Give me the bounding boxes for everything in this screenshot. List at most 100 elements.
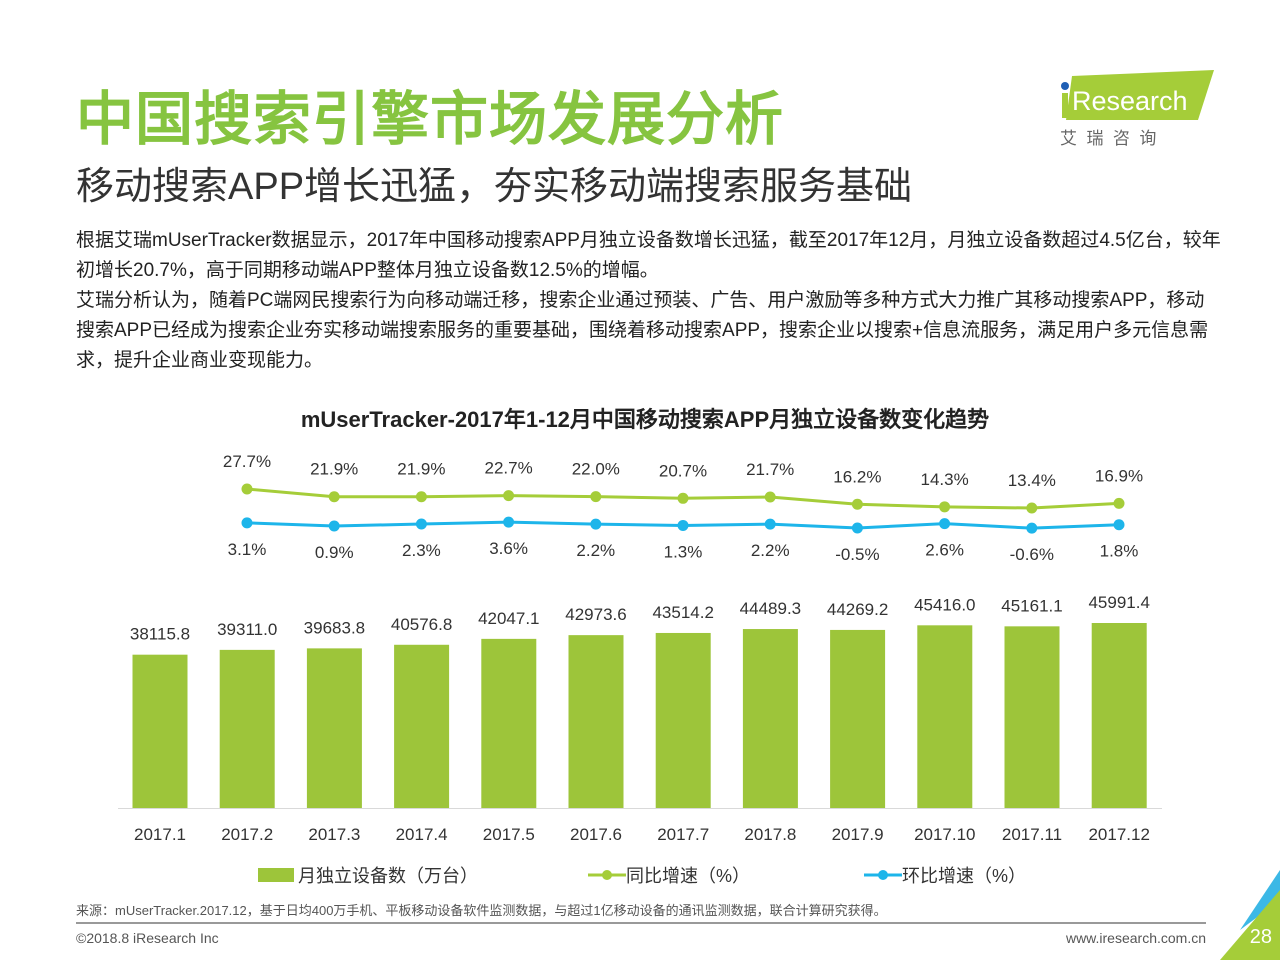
x-tick-label: 2017.11 [1002,825,1062,844]
data-point [1113,519,1125,531]
iresearch-logo: Research 艾 瑞 咨 询 [1058,68,1218,158]
x-tick-label: 2017.3 [308,825,360,844]
bar [219,649,275,808]
data-point [851,522,863,534]
data-label: 16.2% [833,467,881,486]
website-link[interactable]: www.iresearch.com.cn [1065,930,1206,946]
data-label: 27.7% [223,452,271,471]
bar-value-label: 40576.8 [391,615,452,634]
data-point [764,518,776,530]
page-number: 28 [1249,926,1272,948]
legend-label: 环比增速（%） [902,866,1027,886]
data-label: 2.2% [576,541,615,560]
copyright: ©2018.8 iResearch Inc [76,930,219,946]
x-tick-label: 2017.2 [221,825,273,844]
data-point [939,518,951,530]
data-label: 21.7% [746,460,794,479]
x-tick-label: 2017.5 [483,825,535,844]
legend-bar-swatch [258,868,294,882]
logo-cn-text: 艾 瑞 咨 询 [1060,129,1157,148]
data-label: 20.7% [659,461,707,480]
data-point [851,498,863,510]
data-label: 3.1% [228,540,267,559]
data-label: 1.8% [1100,542,1139,561]
chart-title: mUserTracker-2017年1-12月中国移动搜索APP月独立设备数变化… [300,407,990,432]
legend-item-yoy: 同比增速（%） [588,862,750,888]
bar-value-label: 44269.2 [827,600,888,619]
bar-value-label: 45416.0 [914,595,975,614]
bar-value-label: 39311.0 [217,620,277,639]
legend-label: 月独立设备数（万台） [298,866,478,886]
data-point [590,518,602,530]
bar-value-label: 42047.1 [478,609,539,628]
bar [132,654,188,808]
bar [306,648,362,808]
bar [742,629,798,808]
x-tick-label: 2017.9 [832,825,884,844]
x-tick-label: 2017.7 [657,825,709,844]
x-tick-label: 2017.1 [134,825,186,844]
x-tick-label: 2017.8 [744,825,796,844]
data-label: 13.4% [1008,471,1056,490]
legend-line-swatch [588,870,626,880]
data-label: 2.3% [402,541,441,560]
bar [481,638,537,808]
bar [1091,623,1147,808]
paragraph: 艾瑞分析认为，随着PC端网民搜索行为向移动端迁移，搜索企业通过预装、广告、用户激… [76,290,1209,371]
bar [568,635,624,808]
data-point [328,520,340,532]
bar-value-label: 45161.1 [1001,596,1062,615]
data-point [415,491,427,503]
source-note: 来源：mUserTracker.2017.12，基于日均400万手机、平板移动设… [76,903,887,918]
data-point [241,483,253,495]
data-point [415,518,427,530]
x-tick-label: 2017.12 [1088,825,1149,844]
bar [394,644,450,808]
data-label: -0.5% [835,545,879,564]
data-point [677,519,689,531]
legend-label: 同比增速（%） [626,866,751,886]
chart: 38115.8 2017.1 39311.0 2017.2 39683.8 2017.3 4… [118,452,1162,844]
footer-divider [76,922,1206,924]
data-label: 2.2% [751,541,790,560]
data-point [1026,522,1038,534]
data-label: 2.6% [925,541,964,560]
page-subtitle: 移动搜索APP增长迅猛，夯实移动端搜索服务基础 [76,166,913,208]
bar [655,632,711,808]
bar-value-label: 38115.8 [130,625,190,644]
data-point [503,516,515,528]
data-point [939,501,951,513]
data-point [328,491,340,503]
bar [1004,626,1060,808]
bar [917,625,973,808]
x-tick-label: 2017.10 [914,825,975,844]
data-point [503,490,515,502]
corner-decoration [1220,870,1280,960]
data-label: 21.9% [397,460,445,479]
legend-item-devices: 月独立设备数（万台） [258,862,478,888]
data-label: 22.0% [572,460,620,479]
bar-value-label: 44489.3 [740,599,801,618]
bar-value-label: 42973.6 [565,605,626,624]
data-label: 14.3% [920,470,968,489]
data-point [677,492,689,504]
data-point [764,491,776,503]
data-label: 3.6% [489,539,528,558]
legend-line-swatch [864,870,902,880]
data-point [241,517,253,529]
data-label: 22.7% [484,459,532,478]
data-label: -0.6% [1010,545,1054,564]
data-label: 16.9% [1095,466,1143,485]
bar-value-label: 39683.8 [304,618,365,637]
data-point [590,491,602,503]
legend-item-mom: 环比增速（%） [864,862,1026,888]
data-label: 1.3% [664,542,703,561]
x-tick-label: 2017.4 [396,825,448,844]
data-point [1026,502,1038,514]
svg-text:Research: Research [1072,86,1188,116]
body-text: 根据艾瑞mUserTracker数据显示，2017年中国移动搜索APP月独立设备… [76,226,1221,376]
data-point [1113,497,1125,509]
page-title: 中国搜索引擎市场发展分析 [76,87,785,152]
legend: 月独立设备数（万台） 同比增速（%） 环比增速（%） [0,860,1280,890]
data-label: 0.9% [315,543,354,562]
